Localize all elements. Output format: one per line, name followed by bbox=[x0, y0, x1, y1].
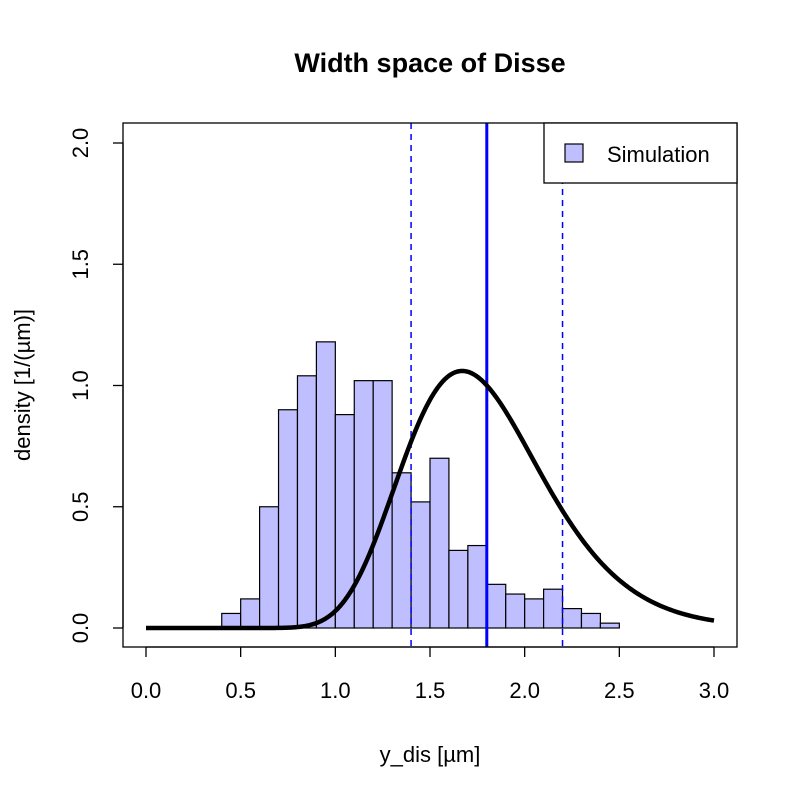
x-tick-label: 0.5 bbox=[225, 678, 256, 703]
histogram-bar bbox=[467, 544, 488, 629]
histogram-bar bbox=[391, 472, 412, 629]
x-tick-label: 1.0 bbox=[320, 678, 351, 703]
x-tick-label: 1.5 bbox=[415, 678, 446, 703]
x-tick-label: 2.0 bbox=[509, 678, 540, 703]
x-axis-label: y_dis [µm] bbox=[380, 742, 481, 767]
axes: 0.0 0.5 1.0 1.5 2.0 2.5 3.0 0.0 0.5 1.0 1.5 2.0 bbox=[68, 122, 738, 703]
density-curve-group bbox=[145, 368, 715, 631]
y-tick-label: 2.0 bbox=[68, 128, 93, 159]
density-curve bbox=[145, 368, 715, 631]
y-tick-label: 0.5 bbox=[68, 491, 93, 522]
y-tick-label: 1.5 bbox=[68, 249, 93, 280]
histogram-bar bbox=[296, 375, 318, 629]
histogram-bar bbox=[505, 593, 526, 629]
legend-swatch bbox=[564, 143, 584, 163]
x-tick-label: 0.0 bbox=[131, 678, 162, 703]
histogram-bar bbox=[240, 598, 261, 629]
histogram-bar bbox=[353, 380, 374, 629]
histogram-bar bbox=[486, 583, 507, 629]
histogram-bar bbox=[542, 588, 564, 629]
histogram-bar bbox=[561, 607, 583, 629]
legend: Simulation bbox=[543, 122, 738, 184]
histogram-bar bbox=[448, 549, 469, 629]
x-tick-label: 2.5 bbox=[604, 678, 635, 703]
x-tick-label: 3.0 bbox=[699, 678, 730, 703]
histogram-bar bbox=[580, 612, 602, 629]
histogram-bar bbox=[524, 598, 545, 629]
histogram-bar bbox=[259, 506, 280, 629]
histogram-bar bbox=[599, 622, 620, 629]
legend-label: Simulation bbox=[607, 142, 710, 167]
histogram-bars bbox=[221, 341, 620, 629]
histogram-bar bbox=[315, 341, 336, 629]
y-tick-label: 0.0 bbox=[68, 613, 93, 644]
histogram-bar bbox=[410, 501, 431, 629]
y-tick-label: 1.0 bbox=[68, 370, 93, 401]
histogram-bar bbox=[334, 414, 355, 629]
y-axis-label: density [1/(µm)] bbox=[10, 309, 35, 461]
chart-title: Width space of Disse bbox=[294, 48, 565, 78]
histogram-bar bbox=[429, 457, 450, 629]
histogram-bar bbox=[277, 409, 299, 629]
